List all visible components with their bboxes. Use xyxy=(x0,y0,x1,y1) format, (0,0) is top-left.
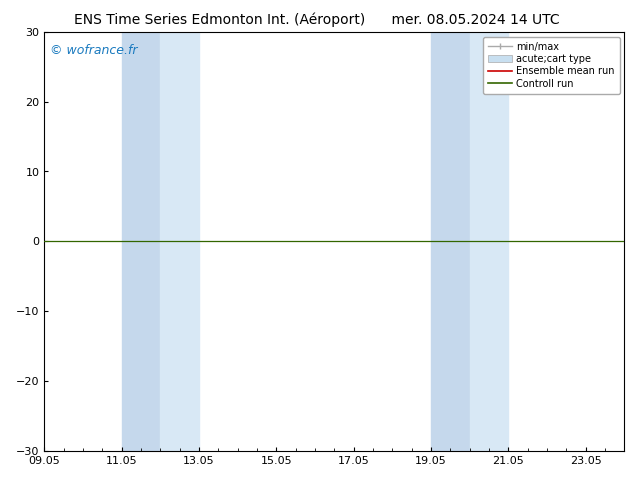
Text: © wofrance.fr: © wofrance.fr xyxy=(50,45,138,57)
Bar xyxy=(431,32,470,451)
Bar xyxy=(160,32,199,451)
Legend: min/max, acute;cart type, Ensemble mean run, Controll run: min/max, acute;cart type, Ensemble mean … xyxy=(483,37,619,94)
Bar xyxy=(470,32,508,451)
Text: ENS Time Series Edmonton Int. (Aéroport)      mer. 08.05.2024 14 UTC: ENS Time Series Edmonton Int. (Aéroport)… xyxy=(74,12,560,27)
Bar xyxy=(122,32,160,451)
